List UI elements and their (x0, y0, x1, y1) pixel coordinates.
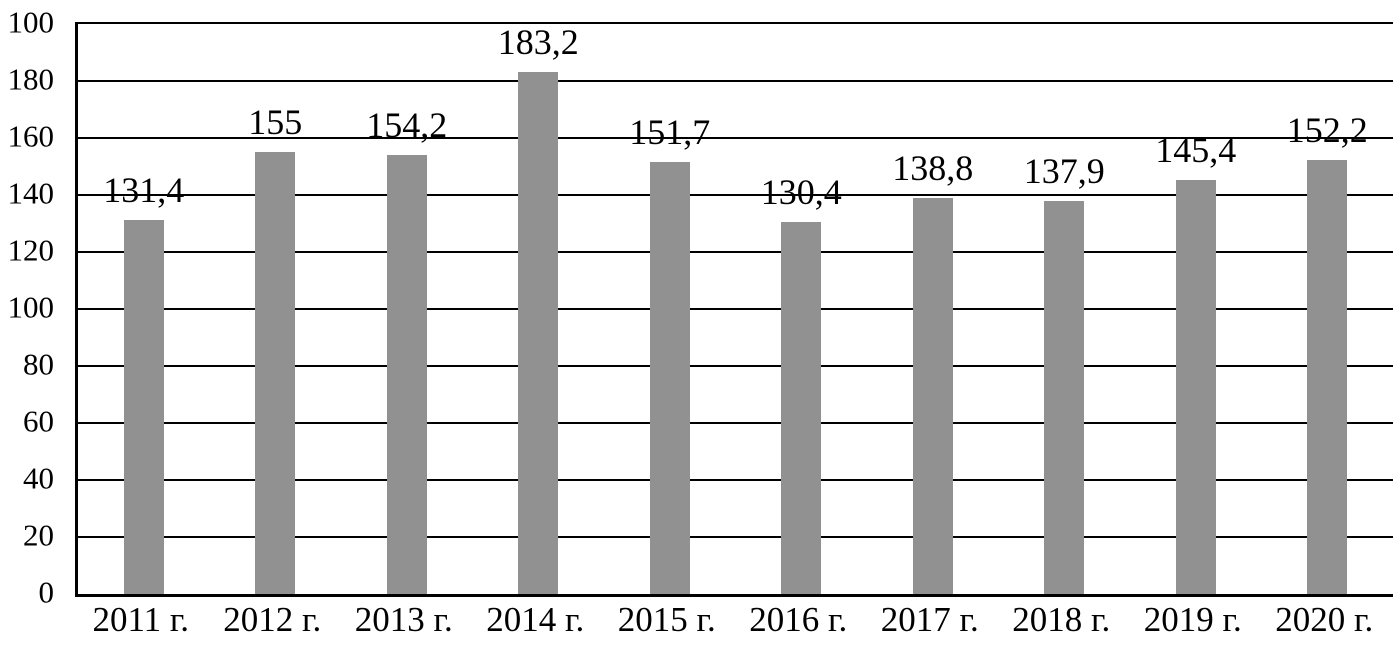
bar-slot: 154,2 (341, 24, 473, 594)
y-tick-label: 180 (7, 61, 55, 97)
bar-value-label: 137,9 (1023, 151, 1105, 191)
gridline (78, 479, 1393, 481)
bar-slot: 138,8 (867, 24, 999, 594)
gridline (78, 308, 1393, 310)
bar (912, 198, 953, 594)
bar-slot: 131,4 (78, 24, 210, 594)
gridline (78, 536, 1393, 538)
bar-series: 131,4 155 154,2 183,2 151,7 130,4 138,8 137,9 14… (78, 24, 1393, 594)
gridline (78, 422, 1393, 424)
bar-value-label: 155 (248, 102, 303, 143)
gridline (78, 365, 1393, 367)
y-tick-label: 40 (23, 460, 54, 496)
bar-slot: 152,2 (1262, 24, 1393, 594)
bar-value-label: 131,4 (103, 169, 185, 210)
x-tick-label: 2020 г. (1275, 600, 1374, 639)
bar-slot: 151,7 (604, 24, 736, 594)
x-tick-label: 2018 г. (1012, 600, 1111, 639)
bar (518, 71, 559, 594)
bar (1307, 160, 1348, 594)
bar (123, 219, 164, 594)
bar-value-label: 152,2 (1286, 110, 1368, 151)
x-tick-label: 2011 г. (92, 600, 190, 639)
y-tick-label: 0 (38, 574, 55, 610)
plot-area: 131,4 155 154,2 183,2 151,7 130,4 138,8 137,9 14… (75, 22, 1393, 597)
x-tick-label: 2016 г. (749, 600, 848, 639)
x-tick-label: 2013 г. (354, 600, 453, 639)
x-tick-label: 2015 г. (617, 600, 716, 639)
y-tick-label: 60 (23, 403, 54, 439)
bar-slot: 183,2 (473, 24, 605, 594)
bar (386, 154, 427, 594)
gridline (78, 80, 1393, 82)
x-tick-label: 2017 г. (880, 600, 979, 639)
gridline (78, 251, 1393, 253)
y-tick-label: 20 (23, 517, 54, 553)
gridline (78, 137, 1393, 139)
bar (255, 152, 296, 594)
y-tick-label: 100 (7, 4, 55, 40)
bar-slot: 155 (210, 24, 342, 594)
bar-slot: 130,4 (736, 24, 868, 594)
bar (1175, 179, 1216, 594)
y-tick-label: 160 (7, 118, 55, 154)
bar (649, 161, 690, 594)
y-tick-label: 140 (7, 175, 55, 211)
bar-value-label: 151,7 (629, 111, 711, 152)
bar-value-label: 130,4 (760, 172, 842, 213)
bar-value-label: 183,2 (497, 21, 579, 62)
bar-value-label: 154,2 (366, 104, 448, 145)
bar-value-label: 138,8 (892, 148, 974, 189)
bar-value-label: 145,4 (1155, 129, 1237, 170)
x-axis-tick-labels: 2011 г. 2012 г. 2013 г. 2014 г. 2015 г. 2016 … (75, 599, 1390, 641)
x-tick-label: 2014 г. (486, 600, 585, 639)
x-tick-label: 2012 г. (223, 600, 322, 639)
bar (1044, 201, 1085, 594)
x-tick-label: 2019 г. (1143, 600, 1242, 639)
y-tick-label: 120 (7, 232, 55, 268)
bar-slot: 145,4 (1130, 24, 1262, 594)
bar (781, 222, 822, 594)
y-tick-label: 80 (23, 346, 54, 382)
gridline (78, 194, 1393, 196)
y-tick-label: 100 (7, 289, 55, 325)
bar-slot: 137,9 (999, 24, 1131, 594)
y-axis-tick-labels: 0 20 40 60 80 100 120 140 160 180 100 (0, 7, 75, 608)
